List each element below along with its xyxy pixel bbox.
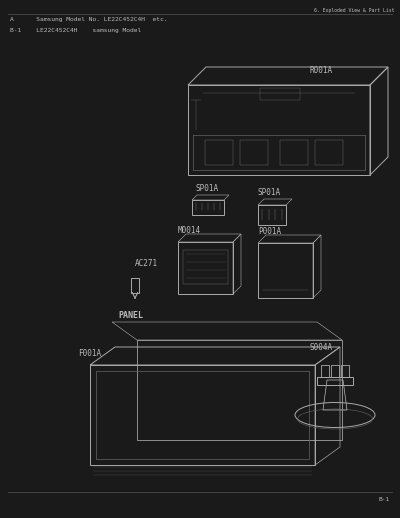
- Text: F001A: F001A: [78, 349, 101, 358]
- Text: B-1    LE22C452C4H    samsung Model: B-1 LE22C452C4H samsung Model: [10, 28, 141, 33]
- Bar: [96, 371, 309, 459]
- Text: B-1: B-1: [379, 497, 390, 502]
- Text: P001A: P001A: [258, 227, 281, 236]
- Text: 6. Exploded View & Part List: 6. Exploded View & Part List: [314, 8, 395, 13]
- Bar: [260, 88, 300, 100]
- Text: PANEL: PANEL: [118, 311, 143, 320]
- Bar: [205, 140, 233, 165]
- Bar: [131, 278, 139, 293]
- Text: SP01A: SP01A: [258, 188, 281, 197]
- Bar: [240, 140, 268, 165]
- Bar: [331, 365, 339, 377]
- Bar: [315, 140, 343, 165]
- Text: R001A: R001A: [310, 66, 333, 75]
- Text: S004A: S004A: [310, 343, 333, 352]
- Bar: [280, 140, 308, 165]
- Text: AC271: AC271: [135, 259, 158, 268]
- Text: M0014: M0014: [178, 226, 201, 235]
- Bar: [321, 365, 329, 377]
- Text: SP01A: SP01A: [196, 184, 219, 193]
- Bar: [183, 250, 228, 284]
- Text: A      Samsung Model No. LE22C452C4H  etc.: A Samsung Model No. LE22C452C4H etc.: [10, 17, 168, 22]
- Bar: [341, 365, 349, 377]
